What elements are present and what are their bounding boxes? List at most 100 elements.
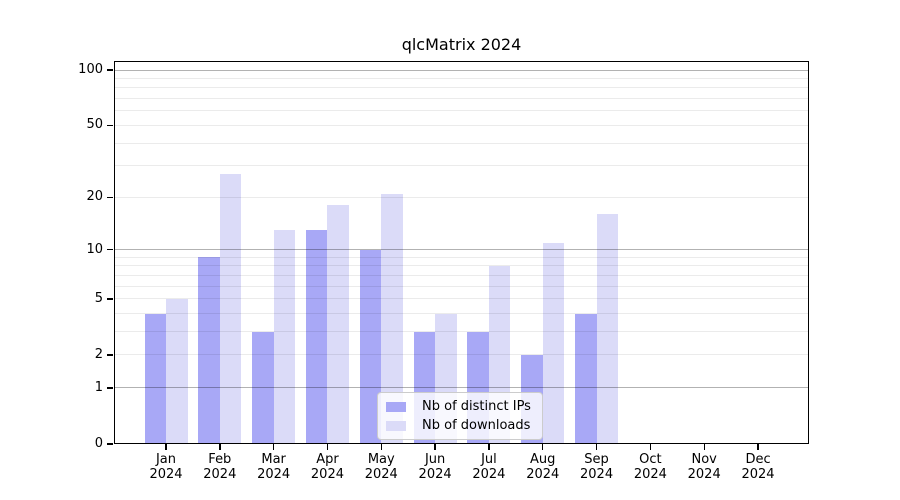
x-axis-tick-label: Jun 2024 bbox=[419, 452, 452, 482]
minor-gridline bbox=[114, 285, 809, 287]
bar-downloads bbox=[273, 230, 296, 444]
x-tick-mark bbox=[272, 444, 275, 450]
month-label: Oct bbox=[639, 452, 662, 467]
x-axis-tick-label: Jul 2024 bbox=[472, 452, 505, 482]
month-label: Feb bbox=[208, 452, 232, 467]
x-axis-tick-label: Jan 2024 bbox=[149, 452, 182, 482]
minor-gridline bbox=[114, 124, 809, 126]
y-axis-tick-label: 5 bbox=[94, 290, 103, 306]
bar-distinct-ips bbox=[144, 313, 166, 444]
x-axis-tick-label: Apr 2024 bbox=[311, 452, 344, 482]
minor-gridline bbox=[114, 196, 809, 198]
y-axis-tick-label: 0 bbox=[94, 436, 103, 451]
x-axis-tick-label: Oct 2024 bbox=[634, 452, 667, 482]
minor-gridline bbox=[114, 98, 809, 100]
bar-distinct-ips bbox=[305, 230, 328, 444]
x-tick-mark bbox=[542, 444, 544, 450]
year-label: 2024 bbox=[310, 467, 344, 482]
y-tick-mark bbox=[107, 354, 113, 356]
month-label: Apr bbox=[316, 452, 339, 467]
bar-downloads bbox=[381, 193, 403, 444]
month-label: Jan bbox=[155, 452, 177, 467]
year-label: 2024 bbox=[418, 467, 452, 482]
plot-area bbox=[114, 61, 809, 444]
bar-downloads bbox=[219, 174, 242, 444]
bar-downloads bbox=[596, 214, 619, 444]
minor-gridline bbox=[114, 298, 809, 300]
x-axis-tick-label: Mar 2024 bbox=[257, 452, 290, 482]
month-label: Nov bbox=[691, 452, 717, 467]
bar-distinct-ips bbox=[252, 331, 274, 444]
major-gridline bbox=[114, 69, 809, 71]
minor-gridline bbox=[114, 78, 809, 80]
minor-gridline bbox=[114, 265, 809, 267]
x-tick-mark bbox=[488, 444, 490, 450]
y-tick-mark bbox=[107, 249, 113, 251]
x-tick-mark bbox=[434, 444, 436, 450]
x-axis-tick-label: Dec 2024 bbox=[741, 452, 774, 482]
year-label: 2024 bbox=[149, 467, 183, 482]
year-label: 2024 bbox=[687, 467, 721, 482]
major-gridline bbox=[114, 249, 809, 251]
minor-gridline bbox=[114, 256, 809, 258]
minor-gridline bbox=[114, 354, 809, 356]
y-tick-mark bbox=[107, 443, 113, 445]
minor-gridline bbox=[114, 87, 809, 89]
year-label: 2024 bbox=[741, 467, 775, 482]
year-label: 2024 bbox=[257, 467, 291, 482]
chart-title: qlcMatrix 2024 bbox=[401, 35, 522, 54]
y-axis-tick-label: 20 bbox=[86, 189, 103, 205]
y-tick-mark bbox=[107, 196, 113, 199]
minor-gridline bbox=[114, 165, 809, 167]
month-label: May bbox=[367, 452, 395, 467]
x-tick-mark bbox=[757, 444, 759, 450]
y-axis-tick-label: 1 bbox=[94, 379, 103, 395]
month-label: Mar bbox=[261, 452, 286, 467]
x-axis-tick-label: Sep 2024 bbox=[580, 452, 613, 482]
y-axis-tick-label: 10 bbox=[86, 241, 103, 257]
year-label: 2024 bbox=[203, 467, 237, 482]
legend-item-distinct-ips: Nb of distinct IPs bbox=[386, 399, 532, 414]
y-tick-mark bbox=[107, 387, 113, 389]
y-axis-tick-label: 100 bbox=[78, 62, 103, 78]
legend-item-downloads: Nb of downloads bbox=[386, 418, 532, 433]
year-label: 2024 bbox=[633, 467, 667, 482]
legend-label-distinct-ips: Nb of distinct IPs bbox=[422, 399, 531, 414]
year-label: 2024 bbox=[580, 467, 614, 482]
month-label: Jul bbox=[481, 452, 497, 467]
year-label: 2024 bbox=[364, 467, 398, 482]
bar-distinct-ips bbox=[198, 257, 220, 444]
year-label: 2024 bbox=[526, 467, 560, 482]
month-label: Aug bbox=[530, 452, 556, 467]
y-axis-tick-label: 50 bbox=[86, 117, 103, 133]
x-tick-mark bbox=[703, 444, 705, 450]
x-axis-tick-label: Aug 2024 bbox=[526, 452, 559, 482]
legend: Nb of distinct IPs Nb of downloads bbox=[377, 392, 543, 440]
bar-distinct-ips bbox=[359, 249, 382, 444]
x-tick-mark bbox=[649, 444, 652, 450]
bar-distinct-ips bbox=[575, 313, 597, 444]
minor-gridline bbox=[114, 142, 809, 144]
x-tick-mark bbox=[326, 444, 329, 450]
y-tick-mark bbox=[107, 124, 113, 127]
bar-downloads bbox=[166, 298, 188, 444]
minor-gridline bbox=[114, 313, 809, 315]
x-tick-mark bbox=[165, 444, 167, 450]
x-tick-mark bbox=[380, 444, 382, 450]
minor-gridline bbox=[114, 275, 809, 277]
x-axis-tick-label: Feb 2024 bbox=[203, 452, 236, 482]
minor-gridline bbox=[114, 110, 809, 112]
minor-gridline bbox=[114, 331, 809, 333]
x-axis-tick-label: Nov 2024 bbox=[688, 452, 721, 482]
month-label: Dec bbox=[745, 452, 771, 467]
x-tick-mark bbox=[219, 444, 221, 450]
legend-swatch-distinct-ips bbox=[386, 401, 406, 412]
y-tick-mark bbox=[107, 69, 113, 71]
legend-swatch-downloads bbox=[386, 420, 406, 431]
major-gridline bbox=[114, 387, 809, 389]
y-axis-tick-label: 2 bbox=[94, 346, 103, 362]
legend-label-downloads: Nb of downloads bbox=[422, 418, 531, 433]
month-label: Sep bbox=[584, 452, 609, 467]
x-tick-mark bbox=[595, 444, 598, 450]
